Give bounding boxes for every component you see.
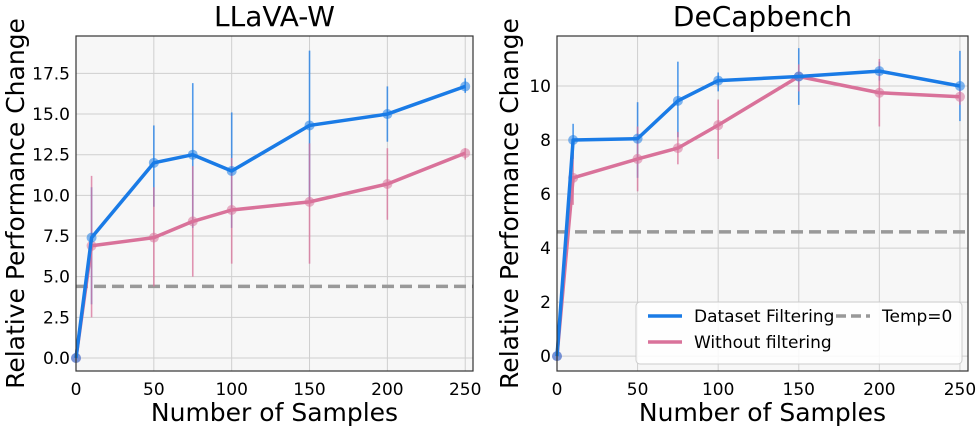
plot-frame <box>556 35 969 372</box>
series-line-without-filtering <box>555 74 961 357</box>
y-tick-label: 7.5 <box>43 227 70 247</box>
data-point <box>713 75 724 86</box>
x-tick-label: 200 <box>863 380 895 400</box>
x-tick-label: 0 <box>71 380 82 400</box>
data-point <box>148 232 159 243</box>
data-point <box>304 120 315 131</box>
data-point <box>672 95 683 106</box>
y-tick-label: 8 <box>540 131 551 151</box>
y-tick-label: 5.0 <box>43 268 70 288</box>
x-tick-label: 50 <box>627 380 649 400</box>
x-axis-label: Number of Samples <box>151 398 398 427</box>
x-tick-label: 150 <box>783 380 815 400</box>
y-axis-label: Relative Performance Change <box>1 18 30 389</box>
plot-background <box>76 36 473 371</box>
y-tick-label: 2.5 <box>43 308 70 328</box>
data-point <box>954 80 965 91</box>
legend-label: Without filtering <box>694 333 832 353</box>
plot-frame <box>75 35 474 372</box>
x-tick-label: 250 <box>449 380 481 400</box>
data-point <box>713 120 724 131</box>
data-point <box>460 148 471 159</box>
y-tick-label: 0 <box>540 347 551 367</box>
x-tick-label: 0 <box>552 380 563 400</box>
x-tick-label: 50 <box>143 380 165 400</box>
legend-box <box>635 301 963 365</box>
data-point <box>226 205 237 216</box>
chart-title: DeCapbench <box>673 0 852 33</box>
data-point <box>568 135 579 146</box>
y-tick-label: 0.0 <box>43 349 70 369</box>
legend: Dataset Filtering Temp=0 Without filtering <box>635 301 963 365</box>
y-axis-label: Relative Performance Change <box>495 18 524 389</box>
y-tick-label: 10 <box>529 77 551 97</box>
series-line-dataset-filtering <box>555 69 961 357</box>
data-point <box>187 216 198 227</box>
x-tick-label: 200 <box>371 380 403 400</box>
y-tick-label: 15.0 <box>32 105 70 125</box>
series-line-dataset-filtering <box>74 84 466 359</box>
data-point <box>187 149 198 160</box>
x-tick-label: 150 <box>293 380 325 400</box>
data-point <box>672 143 683 154</box>
data-point <box>226 165 237 176</box>
y-tick-label: 6 <box>540 185 551 205</box>
data-point <box>632 153 643 164</box>
y-tick-label: 17.5 <box>32 64 70 84</box>
y-tick-label: 12.5 <box>32 146 70 166</box>
legend-label: Dataset Filtering <box>694 307 834 327</box>
data-point <box>874 66 885 77</box>
x-tick-label: 250 <box>944 380 976 400</box>
data-point <box>382 109 393 120</box>
data-point <box>793 71 804 82</box>
y-tick-label: 10.0 <box>32 186 70 206</box>
data-point <box>954 91 965 102</box>
legend-label: Temp=0 <box>881 307 952 327</box>
chart-title: LLaVA-W <box>214 0 335 33</box>
y-tick-label: 2 <box>540 293 551 313</box>
data-point <box>874 87 885 98</box>
data-point <box>148 157 159 168</box>
data-point <box>86 232 97 243</box>
chart-decapbench: 0 50 100 150 200 250 0 2 4 6 8 10 DeCapbench Number o… <box>495 0 976 427</box>
chart-llava-w: 0 50 100 150 200 250 0.0 2.5 5.0 7.5 10.0 12.5 15.0 1… <box>1 0 481 427</box>
data-point <box>304 196 315 207</box>
data-point <box>460 81 471 92</box>
data-point <box>382 178 393 189</box>
x-axis-label: Number of Samples <box>639 398 886 427</box>
x-tick-label: 100 <box>702 380 734 400</box>
data-point <box>632 133 643 144</box>
series-line-without-filtering <box>74 151 466 359</box>
y-tick-label: 4 <box>540 239 551 259</box>
x-tick-label: 100 <box>215 380 247 400</box>
